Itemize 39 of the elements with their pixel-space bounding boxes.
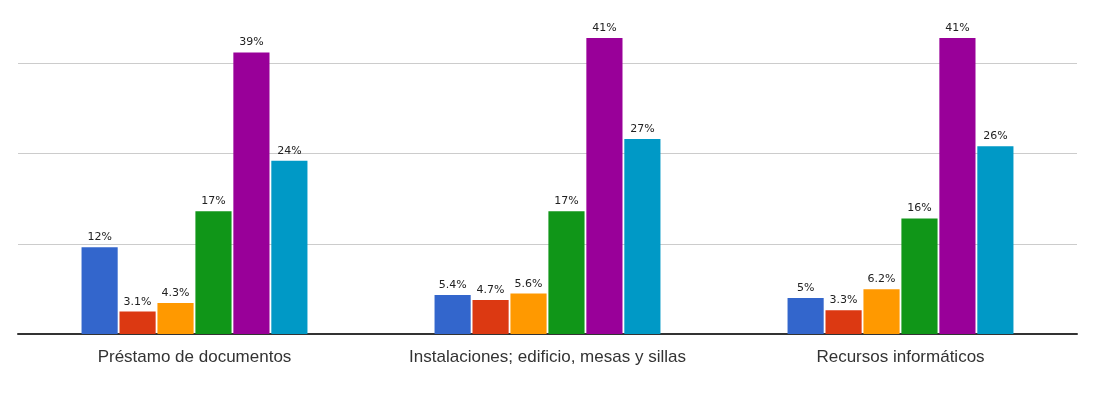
data-label: 41% — [592, 21, 617, 34]
data-label: 4.7% — [476, 283, 505, 297]
bar — [510, 293, 547, 334]
bar — [977, 146, 1014, 334]
x-tick-label: Recursos informáticos — [816, 346, 985, 366]
data-label: 26% — [983, 129, 1008, 143]
bar — [157, 302, 194, 334]
x-tick-label: Instalaciones; edificio, mesas y sillas — [409, 346, 686, 366]
x-tick-label: Préstamo de documentos — [97, 346, 292, 366]
data-label: 27% — [630, 122, 655, 136]
bar — [586, 38, 623, 334]
data-label: 24% — [277, 143, 302, 157]
data-label: 4.3% — [161, 285, 190, 299]
bar — [787, 297, 824, 334]
data-label: 17% — [554, 194, 579, 208]
data-label: 39% — [239, 35, 264, 49]
data-label: 3.3% — [829, 293, 858, 307]
data-label: 5.6% — [514, 276, 543, 290]
data-label: 6.2% — [867, 272, 896, 286]
bar — [81, 247, 118, 334]
bar — [548, 211, 585, 334]
bar — [119, 311, 156, 334]
data-label: 41% — [945, 21, 970, 34]
data-label: 5.4% — [438, 278, 467, 292]
data-label: 3.1% — [123, 294, 152, 308]
bar — [624, 139, 661, 334]
bar — [195, 211, 232, 334]
bar — [825, 310, 862, 334]
bar — [233, 52, 270, 334]
bar — [271, 160, 308, 334]
bar — [939, 38, 976, 334]
bar — [863, 289, 900, 334]
data-label: 17% — [201, 194, 226, 208]
data-label: 12% — [87, 230, 112, 244]
bar — [434, 295, 471, 334]
data-label: 16% — [907, 201, 932, 215]
bar — [472, 300, 509, 334]
bar — [901, 218, 938, 334]
data-label: 5% — [796, 280, 815, 294]
